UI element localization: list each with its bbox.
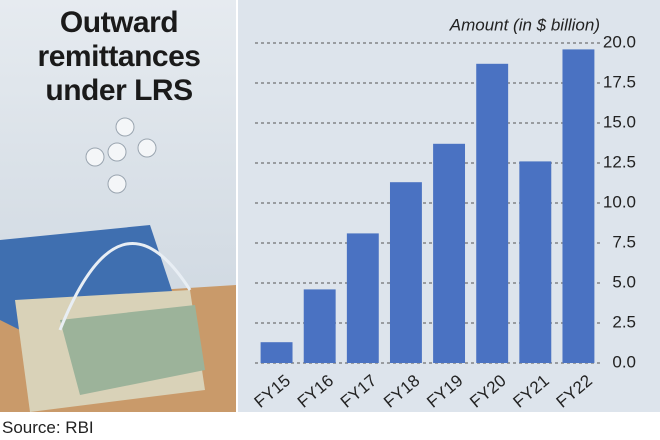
bar	[346, 233, 379, 363]
y-tick-label: 2.5	[612, 312, 636, 331]
hook	[58, 242, 192, 331]
y-tick-label: 15.0	[603, 112, 636, 131]
bar	[389, 182, 422, 363]
y-tick-label: 17.5	[603, 72, 636, 91]
bar	[476, 63, 509, 364]
bar	[260, 342, 293, 363]
y-tick-label: 20.0	[603, 32, 636, 51]
bar	[433, 143, 466, 363]
banknote	[60, 305, 205, 395]
y-tick-label: 12.5	[603, 152, 636, 171]
y-tick-label: 0.0	[612, 352, 636, 371]
y-tick-label: 5.0	[612, 272, 636, 291]
y-tick-label: 7.5	[612, 232, 636, 251]
source: Source: RBI	[2, 418, 94, 437]
bar	[303, 289, 336, 363]
coins	[85, 117, 157, 194]
bar	[519, 161, 552, 363]
y-axis-label: Amount (in $ billion)	[449, 15, 600, 34]
bar	[562, 49, 595, 364]
y-tick-label: 10.0	[603, 192, 636, 211]
chart-title: Outward remittances under LRS	[37, 6, 201, 107]
